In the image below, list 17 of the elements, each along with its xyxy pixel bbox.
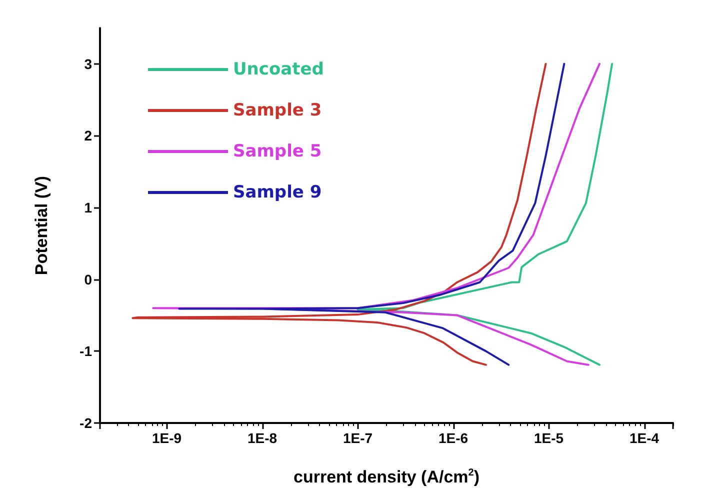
x-tick-label: 1E-5 <box>534 430 564 446</box>
y-tick-label: 1 <box>84 200 92 216</box>
x-tick-label: 1E-4 <box>629 430 660 446</box>
legend-label: Sample 5 <box>233 142 322 162</box>
legend-label: Uncoated <box>233 60 324 80</box>
y-tick-label: 2 <box>84 128 92 144</box>
y-tick-label: -2 <box>80 415 92 431</box>
legend-label: Sample 9 <box>233 182 322 202</box>
y-axis-title: Potential (V) <box>32 176 51 276</box>
y-tick-label: 0 <box>84 271 92 288</box>
y-tick-label: 3 <box>84 56 92 72</box>
legend-label: Sample 3 <box>233 100 322 120</box>
y-tick-label: -1 <box>80 343 92 360</box>
x-tick-label: 1E-8 <box>247 430 278 446</box>
x-tick-label: 1E-6 <box>438 430 468 446</box>
x-tick-label: 1E-9 <box>152 430 182 446</box>
x-tick-label: 1E-7 <box>342 430 373 446</box>
